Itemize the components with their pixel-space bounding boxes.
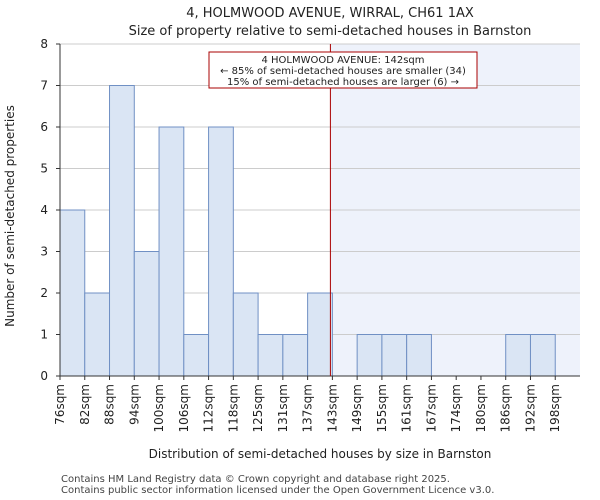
bar bbox=[183, 334, 210, 377]
bar bbox=[406, 334, 432, 377]
annotation-line-2: ← 85% of semi-detached houses are smalle… bbox=[220, 66, 466, 77]
x-tick-label: 192sqm bbox=[523, 384, 537, 432]
bar bbox=[208, 126, 234, 377]
x-tick-label: 82sqm bbox=[78, 384, 92, 425]
bar bbox=[84, 292, 111, 377]
bar bbox=[356, 334, 383, 377]
x-tick-label: 155sqm bbox=[375, 384, 389, 432]
y-tick-label: 7 bbox=[40, 79, 48, 93]
y-tick-label: 8 bbox=[40, 37, 48, 51]
bar bbox=[232, 292, 259, 377]
annotation-line-3: 15% of semi-detached houses are larger (… bbox=[227, 77, 459, 88]
x-tick-label: 174sqm bbox=[449, 384, 463, 432]
x-tick-label: 112sqm bbox=[202, 384, 216, 432]
x-tick-label: 198sqm bbox=[548, 384, 562, 432]
x-axis-label: Distribution of semi-detached houses by … bbox=[149, 447, 492, 461]
x-tick-label: 167sqm bbox=[424, 384, 438, 432]
chart-title: 4, HOLMWOOD AVENUE, WIRRAL, CH61 1AX bbox=[186, 6, 474, 21]
chart-subtitle: Size of property relative to semi-detach… bbox=[129, 24, 532, 39]
x-tick-label: 94sqm bbox=[127, 384, 141, 425]
annotation-frame bbox=[208, 51, 478, 89]
annotation-box: 4 HOLMWOOD AVENUE: 142sqm ← 85% of semi-… bbox=[208, 51, 478, 89]
bar bbox=[381, 334, 408, 377]
bar bbox=[529, 334, 556, 377]
x-tick-label: 131sqm bbox=[276, 384, 290, 432]
plot-area: 0 1 2 3 4 5 6 7 8 76sqm 82sqm 88sqm 94sqm 100sqm 106sq… bbox=[40, 37, 580, 432]
x-tick-label: 76sqm bbox=[53, 384, 67, 425]
footer-licence: Contains public sector information licen… bbox=[61, 485, 495, 496]
bar bbox=[109, 85, 135, 377]
bar bbox=[257, 334, 284, 377]
y-tick-label: 0 bbox=[40, 369, 48, 383]
x-tick-label: 106sqm bbox=[177, 384, 191, 432]
x-tick-label: 118sqm bbox=[226, 384, 240, 432]
x-tick-label: 125sqm bbox=[251, 384, 265, 432]
bar bbox=[59, 209, 86, 377]
x-tick-label: 143sqm bbox=[325, 384, 339, 432]
y-tick-label: 3 bbox=[40, 245, 48, 259]
y-axis-label: Number of semi-detached properties bbox=[3, 105, 17, 327]
bar bbox=[133, 251, 160, 377]
bar bbox=[158, 126, 185, 377]
footer-copyright: Contains HM Land Registry data © Crown c… bbox=[61, 474, 450, 485]
y-tick-label: 6 bbox=[40, 120, 48, 134]
x-tick-label: 180sqm bbox=[474, 384, 488, 432]
x-tick-label: 88sqm bbox=[103, 384, 117, 425]
x-tick-label: 100sqm bbox=[152, 384, 166, 432]
x-tick-label: 137sqm bbox=[301, 384, 315, 432]
y-tick-label: 4 bbox=[40, 203, 48, 217]
y-tick-label: 5 bbox=[40, 162, 48, 176]
x-tick-label: 161sqm bbox=[400, 384, 414, 432]
y-tick-label: 2 bbox=[40, 286, 48, 300]
x-tick-label: 149sqm bbox=[350, 384, 364, 432]
annotation-line-1: 4 HOLMWOOD AVENUE: 142sqm bbox=[261, 55, 424, 66]
bar bbox=[307, 292, 333, 377]
bar bbox=[282, 334, 309, 377]
y-tick-label: 1 bbox=[40, 328, 48, 342]
x-tick-label: 186sqm bbox=[499, 384, 513, 432]
bar bbox=[505, 334, 531, 377]
